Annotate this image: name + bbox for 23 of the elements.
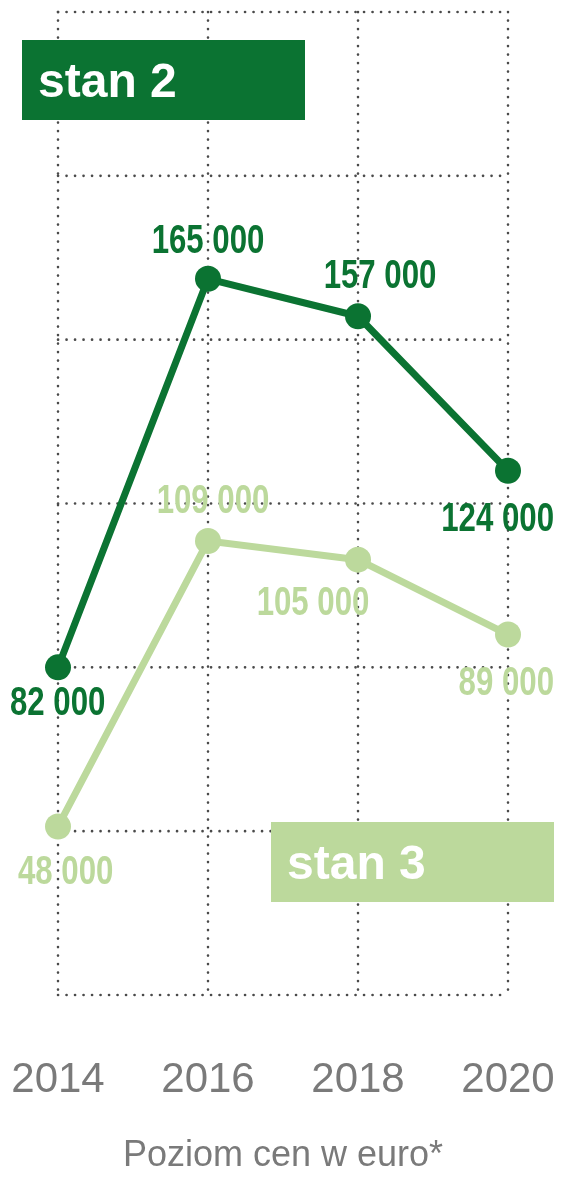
point — [45, 813, 71, 840]
point — [345, 546, 371, 573]
x-tick-label: 2016 — [161, 1054, 255, 1101]
x-axis-title: Poziom cen w euro* — [122, 1133, 444, 1174]
point — [195, 265, 221, 292]
point — [195, 527, 221, 554]
data-label: 109 000 — [156, 477, 270, 522]
data-label: 82 000 — [10, 679, 106, 725]
text: stan 2 — [38, 54, 177, 107]
point — [495, 621, 521, 648]
data-label: 89 000 — [458, 658, 554, 704]
x-tick-label: 2018 — [311, 1054, 405, 1101]
x-tick-label: 2014 — [11, 1054, 105, 1101]
data-label: 157 000 — [323, 252, 437, 298]
x-tick-label: 2020 — [461, 1054, 555, 1101]
data-label: 48 000 — [18, 848, 114, 894]
data-label: 165 000 — [151, 217, 265, 262]
point — [345, 303, 371, 330]
data-label: 124 000 — [441, 495, 554, 540]
data-label: 105 000 — [256, 578, 370, 624]
point — [495, 457, 521, 484]
text: stan 3 — [287, 836, 426, 889]
point — [45, 654, 71, 681]
